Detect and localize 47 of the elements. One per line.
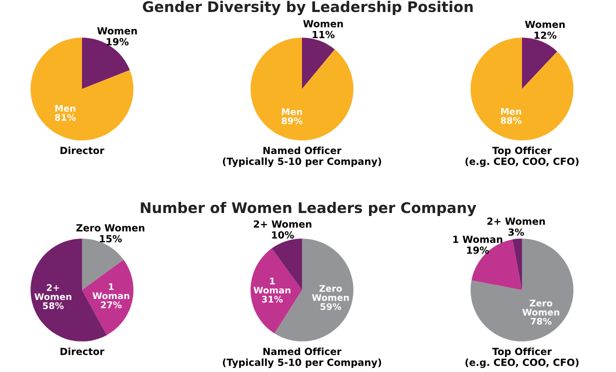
slice-label: 2+ Women xyxy=(254,220,312,228)
pie-slice xyxy=(82,38,130,89)
slice-label: Zero Women xyxy=(522,300,560,316)
slice-label: Men xyxy=(501,108,522,115)
pie-slice xyxy=(302,38,335,89)
slice-label: Women xyxy=(97,27,137,34)
text: Top Officer (e.g. CEO, COO, CFO) xyxy=(465,146,578,167)
pie-slice xyxy=(512,238,522,290)
chart-title: Gender Diversity by Leadership Position xyxy=(142,0,473,16)
slice-label: 1 Woman xyxy=(254,278,290,294)
data-label: 3% xyxy=(508,228,524,236)
data-label: 15% xyxy=(100,235,122,242)
pie-slice xyxy=(250,248,302,334)
slice-label: Women xyxy=(525,20,565,28)
data-label: 88% xyxy=(500,117,522,124)
text: Director xyxy=(60,348,104,356)
data-label: 31% xyxy=(262,296,283,303)
text: Named Officer (Typically 5-10 per Company) xyxy=(222,146,382,167)
slice-label: Men xyxy=(282,108,302,116)
text: Director xyxy=(60,146,104,154)
data-label: 11% xyxy=(312,30,335,38)
text: Top Officer (e.g. CEO, COO, CFO) xyxy=(465,348,578,368)
text: Named Officer (Typically 5-10 per Company) xyxy=(222,348,382,368)
chart-title: Number of Women Leaders per Company xyxy=(140,202,476,216)
data-label: 19% xyxy=(467,246,489,254)
data-label: 10% xyxy=(272,231,294,239)
slice-label: 2+ Women xyxy=(34,284,72,300)
pie-slice xyxy=(522,38,558,89)
data-label: 27% xyxy=(101,301,122,308)
data-label: 78% xyxy=(530,318,552,325)
slice-label: Women xyxy=(303,20,343,28)
pie-slice xyxy=(250,38,354,140)
slice-label: Zero Women xyxy=(76,224,144,232)
pie-slice xyxy=(470,38,574,140)
pie-slice xyxy=(82,260,134,336)
slice-label: 2+ Women xyxy=(487,218,545,225)
slice-label: 1 Woman xyxy=(453,236,502,244)
data-label: 81% xyxy=(54,114,76,121)
slice-label: Zero Women xyxy=(312,285,349,301)
data-label: 89% xyxy=(282,117,302,124)
pie-slice xyxy=(30,38,134,140)
slice-label: 1 Woman xyxy=(92,283,130,300)
data-label: 59% xyxy=(320,303,342,310)
data-label: 12% xyxy=(534,32,556,39)
data-label: 19% xyxy=(106,38,129,46)
slice-label: Men xyxy=(55,105,76,112)
data-label: 58% xyxy=(43,302,64,310)
